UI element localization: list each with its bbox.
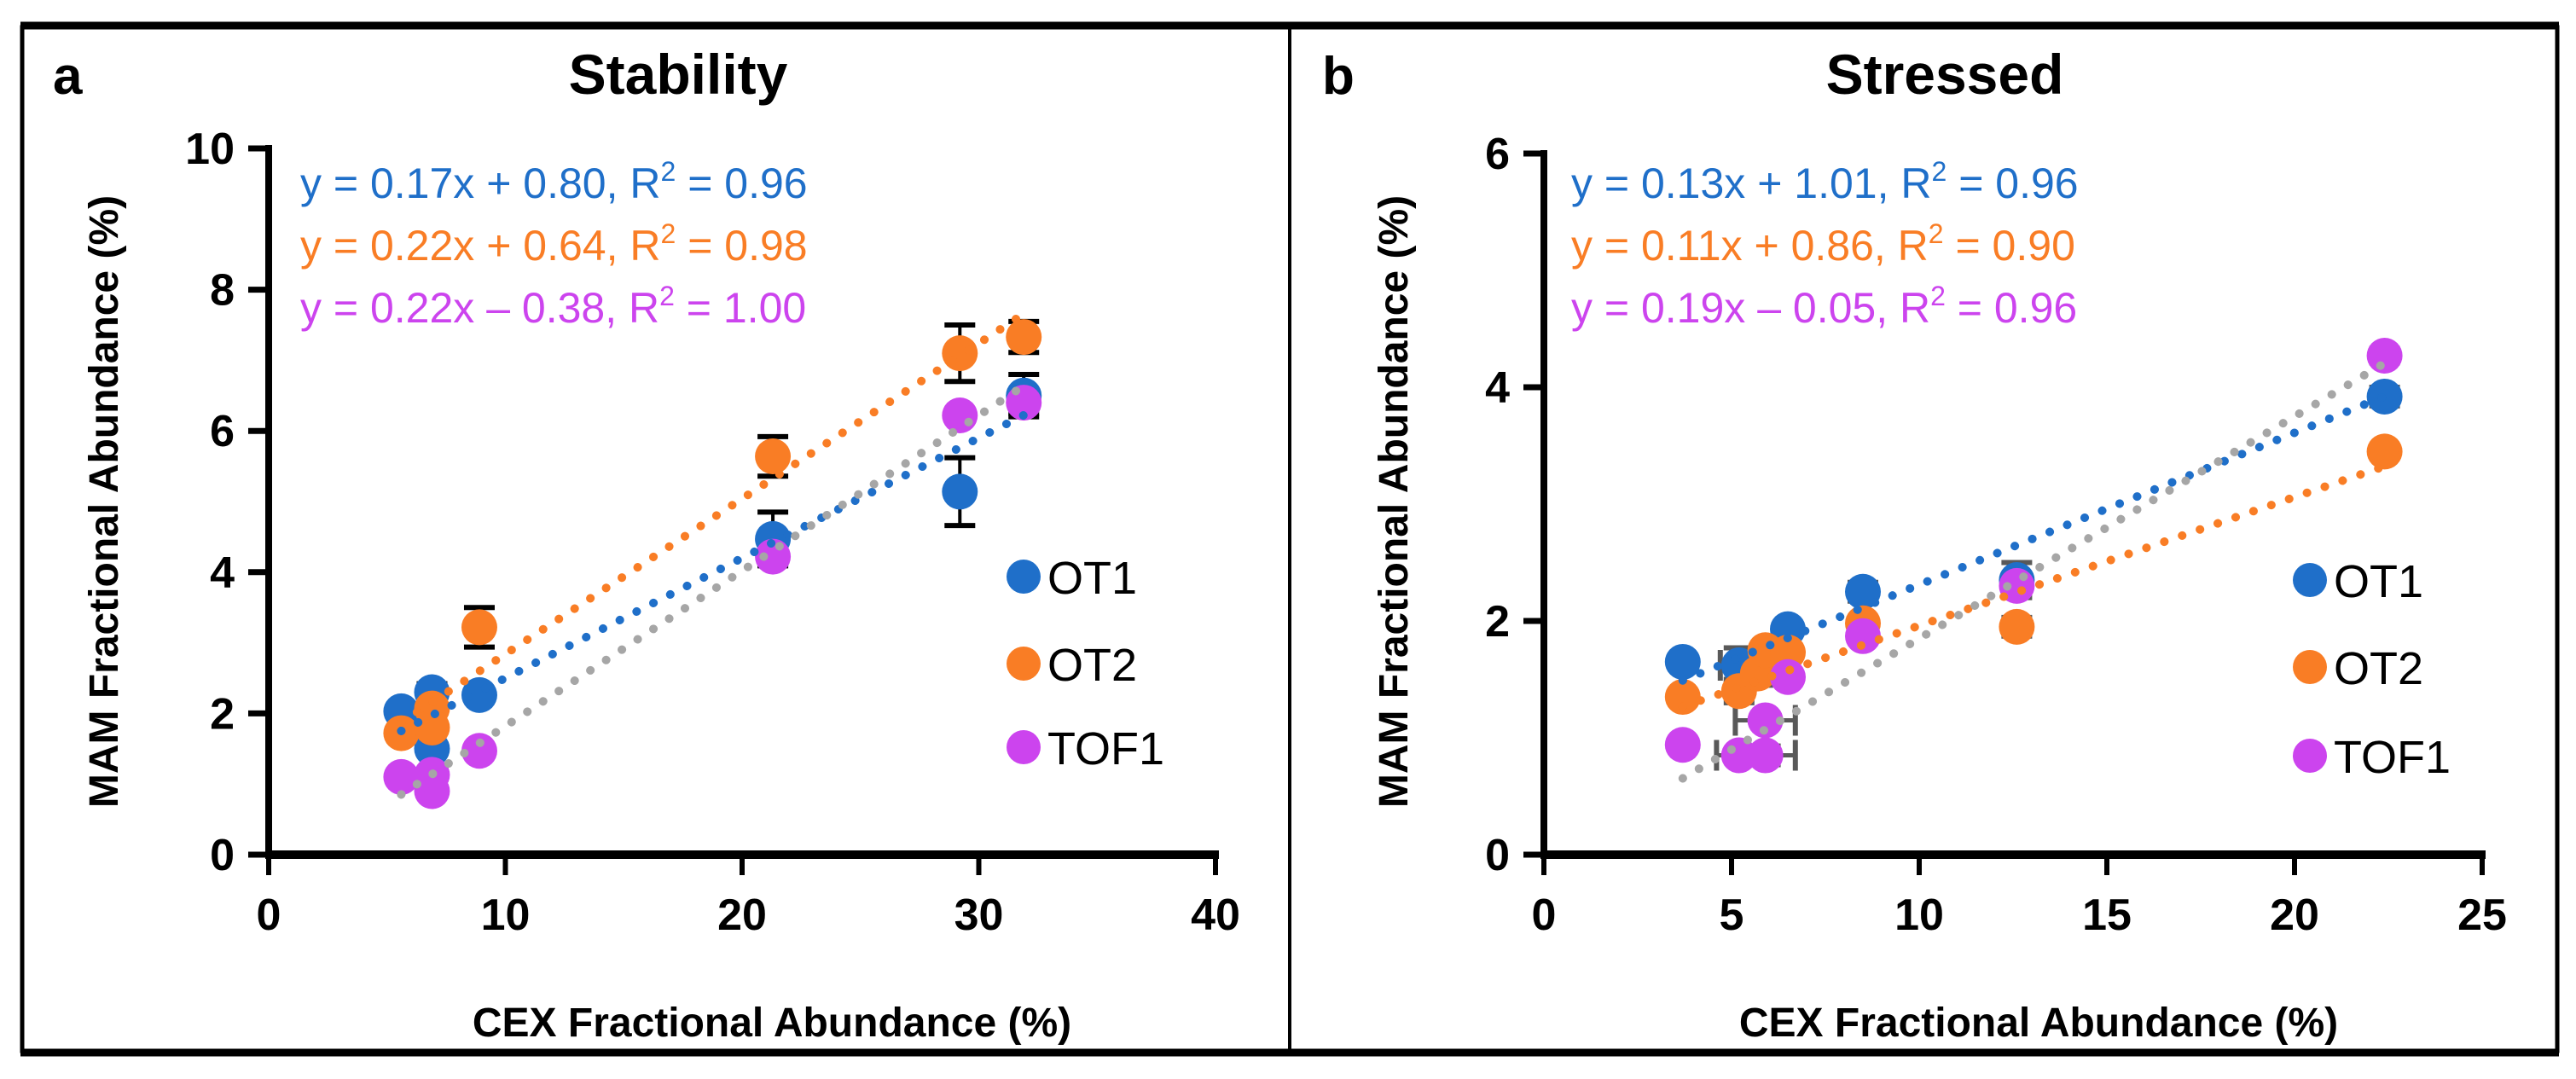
panel-a-title: Stability (569, 43, 788, 106)
x-tick-label: 0 (257, 890, 281, 940)
x-tick-label: 0 (1532, 890, 1557, 940)
legend-marker-ot2 (1007, 647, 1041, 681)
panel-b-x-axis-title: CEX Fractional Abundance (%) (1739, 1001, 2338, 1046)
legend-marker-ot1 (1007, 560, 1041, 594)
y-tick-label: 2 (210, 689, 235, 739)
panel-b-title: Stressed (1826, 43, 2064, 106)
panel-a: a Stability MAM Fractional Abundance (%)… (53, 43, 1240, 1046)
data-point-ot1 (942, 473, 978, 510)
panel-b-equations: y = 0.13x + 1.01, R2 = 0.96 y = 0.11x + … (1571, 156, 2079, 332)
panel-b-label: b (1322, 47, 1355, 106)
panel-a-equation-ot2: y = 0.22x + 0.64, R2 = 0.98 (300, 218, 808, 270)
y-tick-label: 10 (185, 125, 235, 174)
x-tick-label: 20 (2270, 890, 2319, 940)
legend-label-tof1: TOF1 (1047, 723, 1164, 774)
trendline-tof1 (1678, 358, 2389, 783)
y-tick-label: 2 (1485, 597, 1510, 647)
legend-label-ot2: OT2 (2334, 643, 2423, 694)
legend-label-tof1: TOF1 (2334, 732, 2451, 783)
y-tick-label: 4 (1485, 363, 1510, 413)
data-point-ot2 (1664, 679, 1701, 716)
legend-marker-tof1 (2293, 739, 2327, 773)
legend-label-ot1: OT1 (2334, 556, 2423, 607)
legend-label-ot1: OT1 (1047, 553, 1137, 604)
trendline-ot1 (1678, 392, 2389, 685)
panel-b-y-axis-title: MAM Fractional Abundance (%) (1372, 195, 1417, 808)
panel-b-equation-ot2: y = 0.11x + 0.86, R2 = 0.90 (1571, 218, 2075, 270)
y-tick-label: 8 (210, 266, 235, 316)
panel-b-ticks: 0 5 10 15 20 25 0 2 4 6 (1485, 130, 2507, 940)
data-point-ot2 (1999, 608, 2035, 645)
trendline-ot2 (397, 309, 1029, 727)
data-point-ot2 (1770, 634, 1806, 670)
y-tick-label: 0 (210, 831, 235, 880)
x-tick-label: 15 (2082, 890, 2132, 940)
legend-marker-ot1 (2293, 563, 2327, 597)
data-point-ot2 (942, 335, 978, 372)
panel-a-trendlines (397, 309, 1029, 799)
data-point-ot1 (1664, 643, 1701, 680)
legend-marker-ot2 (2293, 650, 2327, 684)
x-tick-label: 10 (1894, 890, 1944, 940)
y-tick-label: 6 (210, 407, 235, 456)
panel-a-points (383, 319, 1042, 809)
panel-a-errorbars (416, 318, 1040, 704)
data-point-tof1 (1747, 702, 1784, 739)
data-point-tof1 (1664, 727, 1701, 763)
panel-a-label: a (53, 47, 83, 106)
trendline-ot1 (397, 410, 1029, 735)
trendline-ot2 (1678, 461, 2389, 711)
data-point-ot2 (414, 709, 450, 745)
panel-b-legend: OT1 OT2 TOF1 (2293, 556, 2451, 783)
legend-marker-tof1 (1007, 730, 1041, 764)
data-point-ot2 (755, 438, 792, 475)
panel-a-equation-tof1: y = 0.22x – 0.38, R2 = 1.00 (300, 281, 806, 332)
x-tick-label: 40 (1191, 890, 1240, 940)
y-tick-label: 0 (1485, 831, 1510, 880)
data-point-ot2 (1006, 319, 1042, 356)
x-tick-label: 30 (954, 890, 1004, 940)
panel-b-equation-tof1: y = 0.19x – 0.05, R2 = 0.96 (1571, 281, 2077, 332)
panel-b-trendlines (1678, 358, 2389, 783)
panel-a-legend: OT1 OT2 TOF1 (1007, 553, 1164, 774)
x-tick-label: 25 (2457, 890, 2507, 940)
data-point-tof1 (1747, 737, 1784, 774)
panel-a-y-axis-title: MAM Fractional Abundance (%) (82, 195, 127, 808)
y-tick-label: 6 (1485, 130, 1510, 179)
legend-label-ot2: OT2 (1047, 640, 1137, 691)
x-tick-label: 20 (717, 890, 767, 940)
data-point-tof1 (461, 733, 497, 769)
trendline-tof1 (397, 381, 1029, 799)
panel-a-equations: y = 0.17x + 0.80, R2 = 0.96 y = 0.22x + … (300, 156, 808, 332)
data-point-tof1 (1770, 658, 1806, 695)
data-point-tof1 (383, 758, 420, 795)
data-point-tof1 (1845, 618, 1881, 654)
panel-b-equation-ot1: y = 0.13x + 1.01, R2 = 0.96 (1571, 156, 2079, 207)
data-point-ot2 (461, 609, 497, 646)
x-tick-label: 10 (481, 890, 531, 940)
data-point-ot2 (2366, 433, 2403, 470)
panel-b-axes (1540, 150, 2486, 859)
panel-b: b Stressed MAM Fractional Abundance (%) … (1322, 43, 2507, 1046)
panel-b-points (1664, 338, 2403, 774)
data-point-tof1 (2366, 338, 2403, 374)
data-point-tof1 (942, 397, 978, 433)
x-tick-label: 5 (1720, 890, 1744, 940)
panel-a-x-axis-title: CEX Fractional Abundance (%) (473, 1001, 1071, 1046)
panel-a-equation-ot1: y = 0.17x + 0.80, R2 = 0.96 (300, 156, 808, 207)
y-tick-label: 4 (210, 548, 235, 598)
panel-a-axes (265, 145, 1219, 859)
